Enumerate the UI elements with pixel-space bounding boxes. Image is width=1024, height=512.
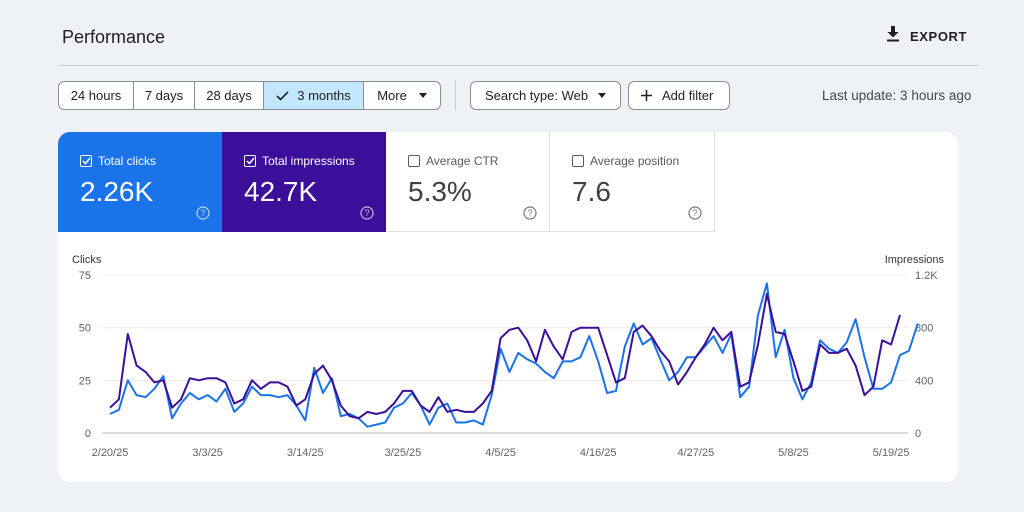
left-tick-label: 75: [79, 270, 91, 282]
header-divider: [58, 65, 979, 66]
left-tick-label: 25: [79, 375, 91, 387]
x-tick-label: 3/14/25: [287, 447, 324, 459]
right-tick-label: 800: [915, 323, 933, 335]
metric-total-impressions[interactable]: Total impressions 42.7K ?: [222, 132, 386, 232]
right-tick-label: 0: [915, 428, 921, 440]
download-icon: [886, 25, 900, 47]
date-range-selector: 24 hours 7 days 28 days 3 months More: [58, 81, 441, 110]
svg-text:?: ?: [527, 208, 532, 218]
left-axis-label: Clicks: [72, 254, 102, 266]
left-tick-label: 50: [79, 323, 91, 335]
metric-value: 5.3%: [408, 176, 472, 207]
x-tick-label: 3/25/25: [385, 447, 422, 459]
metric-total-clicks[interactable]: Total clicks 2.26K ?: [58, 132, 222, 232]
metric-label: Average position: [590, 154, 680, 168]
date-option-28-days[interactable]: 28 days: [195, 82, 264, 109]
export-button[interactable]: EXPORT: [886, 24, 967, 48]
x-tick-label: 4/27/25: [677, 447, 714, 459]
metric-value: 42.7K: [244, 176, 318, 207]
caret-down-icon: [418, 93, 427, 98]
plus-icon: [641, 90, 652, 101]
date-option-24-hours[interactable]: 24 hours: [59, 82, 134, 109]
caret-down-icon: [598, 93, 607, 98]
date-option-more[interactable]: More: [364, 82, 440, 109]
svg-text:?: ?: [200, 208, 205, 218]
search-type-dropdown[interactable]: Search type: Web: [470, 81, 621, 110]
left-tick-label: 0: [85, 428, 91, 440]
add-filter-button[interactable]: Add filter: [628, 81, 730, 110]
right-tick-label: 400: [915, 375, 933, 387]
right-tick-label: 1.2K: [915, 270, 938, 282]
metric-label: Average CTR: [426, 154, 499, 168]
help-icon[interactable]: ?: [196, 206, 210, 225]
checkbox-checked-icon: [244, 155, 256, 167]
help-icon[interactable]: ?: [523, 206, 537, 225]
metric-average-position[interactable]: Average position 7.6 ?: [550, 132, 715, 232]
performance-card: Total clicks 2.26K ? Total impressions 4…: [58, 132, 958, 482]
date-option-7-days[interactable]: 7 days: [134, 82, 195, 109]
metric-value: 2.26K: [80, 176, 154, 207]
x-tick-label: 4/5/25: [485, 447, 516, 459]
right-axis-label: Impressions: [885, 254, 945, 266]
x-tick-label: 4/16/25: [580, 447, 617, 459]
checkbox-checked-icon: [80, 155, 92, 167]
metric-label: Total clicks: [98, 154, 157, 168]
svg-text:?: ?: [364, 208, 369, 218]
checkbox-unchecked-icon: [408, 155, 420, 167]
performance-chart: Clicks Impressions 0 0 25 400 50 800 75 1.2K 2/20/…: [72, 254, 945, 459]
clicks-series-line: [109, 282, 919, 428]
checkbox-unchecked-icon: [572, 155, 584, 167]
x-tick-label: 2/20/25: [92, 447, 129, 459]
svg-text:?: ?: [692, 208, 697, 218]
check-icon: [276, 90, 289, 101]
last-update-text: Last update: 3 hours ago: [822, 88, 972, 103]
page-title: Performance: [62, 27, 166, 47]
x-tick-label: 5/19/25: [873, 447, 910, 459]
metric-average-ctr[interactable]: Average CTR 5.3% ?: [386, 132, 550, 232]
help-icon[interactable]: ?: [688, 206, 702, 225]
x-tick-label: 5/8/25: [778, 447, 809, 459]
export-label: EXPORT: [910, 28, 968, 44]
x-tick-label: 3/3/25: [192, 447, 223, 459]
impressions-series-line: [109, 293, 901, 420]
toolbar-divider: [455, 80, 456, 110]
date-option-3-months[interactable]: 3 months: [264, 82, 364, 109]
help-icon[interactable]: ?: [360, 206, 374, 225]
metric-value: 7.6: [572, 176, 611, 207]
metric-label: Total impressions: [262, 154, 355, 168]
